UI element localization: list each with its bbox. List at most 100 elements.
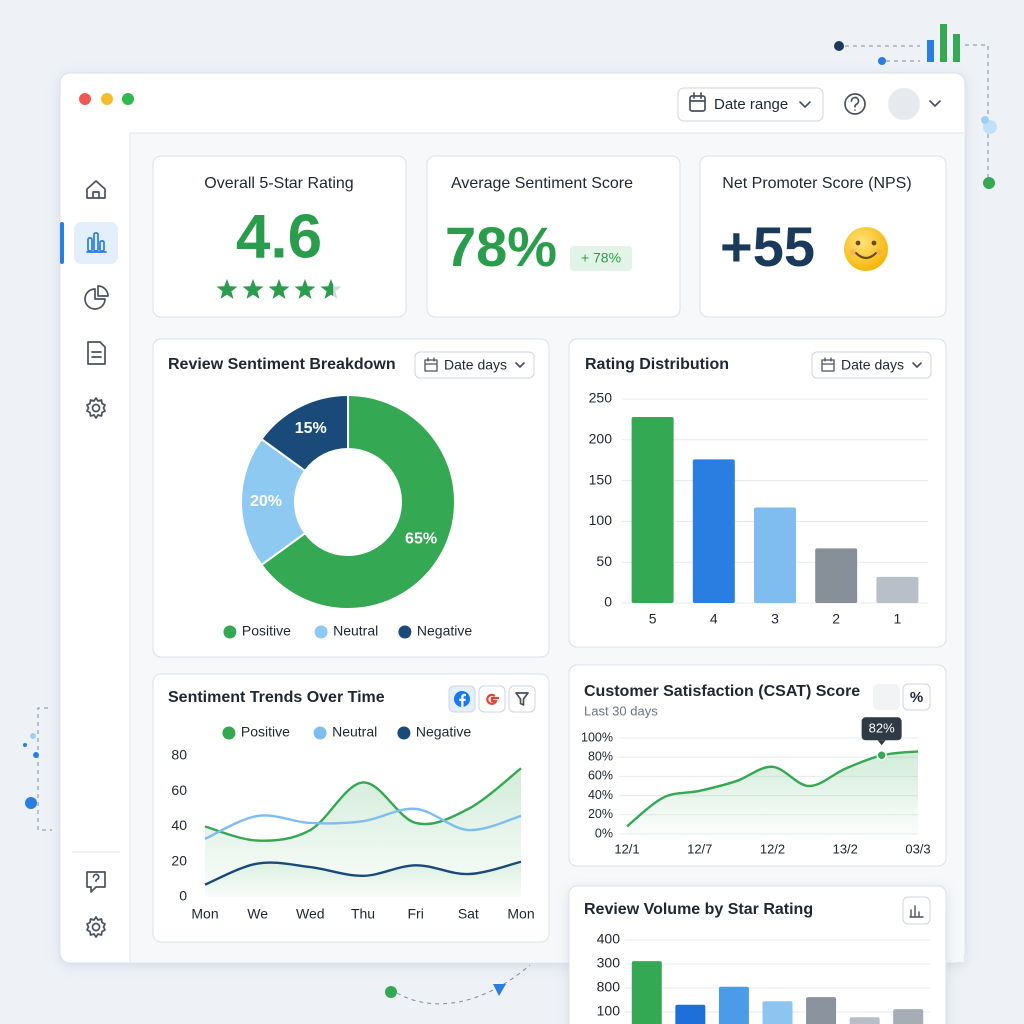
nav-documents[interactable] xyxy=(87,341,106,365)
dropdown-label: Date days xyxy=(841,357,904,373)
dropdown[interactable] xyxy=(811,351,932,379)
x-tick-label: We xyxy=(247,906,268,922)
x-tick-label: Mon xyxy=(191,906,218,922)
kpi-badge-label: + 78% xyxy=(581,250,621,266)
kpi-value: 4.6 xyxy=(236,202,322,271)
x-tick-label: Thu xyxy=(351,906,375,922)
donut-slice xyxy=(260,393,349,473)
x-tick-label: 13/2 xyxy=(833,841,858,856)
kpi-title: Overall 5-Star Rating xyxy=(204,175,353,192)
legend-swatch xyxy=(222,726,236,740)
nps-emoji xyxy=(844,227,888,271)
csat-line xyxy=(626,750,919,828)
x-tick-label: 12/7 xyxy=(687,841,712,856)
tooltip-label: 82% xyxy=(869,721,895,736)
y-tick-label: 100 xyxy=(597,1003,621,1019)
window-close[interactable] xyxy=(79,93,91,105)
legend-swatch xyxy=(398,625,412,639)
bar xyxy=(806,997,837,1024)
kpi-title: Net Promoter Score (NPS) xyxy=(722,175,911,192)
x-tick-label: 2 xyxy=(832,611,840,627)
x-tick-label: 5 xyxy=(649,611,657,627)
x-tick-label: 1 xyxy=(894,611,902,627)
x-tick-label: Wed xyxy=(296,906,325,922)
highlight-point xyxy=(876,750,887,761)
y-tick-label: 0 xyxy=(604,594,612,610)
toggle-blank[interactable] xyxy=(873,684,900,710)
y-tick-label: 800 xyxy=(597,979,621,995)
toggle-percent-label: % xyxy=(910,689,923,706)
sidebar xyxy=(60,180,120,938)
slice-label: 65% xyxy=(405,530,437,547)
bar xyxy=(849,1017,880,1024)
kpi-title: Average Sentiment Score xyxy=(451,175,633,192)
y-tick-label: 80% xyxy=(588,749,613,763)
nav-analytics[interactable] xyxy=(86,232,107,253)
card xyxy=(152,155,407,318)
x-tick-label: Sat xyxy=(458,906,479,922)
chart-type-button[interactable] xyxy=(902,896,931,925)
bar xyxy=(692,459,735,603)
window-zoom[interactable] xyxy=(122,93,134,105)
chart-title: Customer Satisfaction (CSAT) Score xyxy=(584,683,860,700)
chart-title: Review Volume by Star Rating xyxy=(584,901,813,918)
card xyxy=(699,155,947,318)
window-minimize[interactable] xyxy=(101,93,113,105)
y-tick-label: 100 xyxy=(589,512,613,528)
bar xyxy=(675,1004,706,1024)
bar xyxy=(631,961,662,1024)
y-tick-label: 50 xyxy=(596,553,612,569)
x-tick-label: Fri xyxy=(408,906,424,922)
y-tick-label: 40 xyxy=(171,817,187,833)
dropdown-chevron xyxy=(515,362,525,368)
google-icon xyxy=(486,693,499,705)
chart-title: Rating Distribution xyxy=(585,356,729,373)
legend-swatch xyxy=(397,726,411,740)
card xyxy=(152,338,550,658)
y-tick-label: 200 xyxy=(589,431,613,447)
card xyxy=(426,155,681,318)
nav-settings[interactable] xyxy=(86,397,106,419)
y-tick-label: 250 xyxy=(589,390,613,406)
legend-swatch xyxy=(313,726,327,740)
y-tick-label: 0 xyxy=(179,888,187,904)
chart-type-icon xyxy=(909,905,924,918)
star xyxy=(216,279,238,299)
kpi-value: 78% xyxy=(445,215,557,278)
date-range-button[interactable]: Date range xyxy=(677,87,824,122)
user-menu[interactable] xyxy=(888,88,941,120)
x-tick-label: 12/1 xyxy=(614,841,639,856)
y-tick-label: 0% xyxy=(595,826,613,840)
legend-label: Positive xyxy=(241,724,290,740)
kpi-badge xyxy=(570,246,632,271)
bar xyxy=(815,548,858,603)
dropdown-chevron xyxy=(912,362,922,368)
nav-reports[interactable] xyxy=(84,285,109,310)
tooltip xyxy=(861,717,902,741)
bar xyxy=(893,1009,924,1024)
toggle-percent[interactable] xyxy=(902,683,931,711)
decorations xyxy=(23,24,997,1005)
legend-label: Negative xyxy=(416,724,471,740)
legend-swatch xyxy=(223,625,237,639)
y-tick-label: 100% xyxy=(581,730,613,744)
star xyxy=(294,279,316,299)
nav-help[interactable] xyxy=(86,871,106,893)
dropdown-label: Date days xyxy=(444,357,507,373)
legend-label: Positive xyxy=(242,623,291,639)
legend-swatch xyxy=(314,625,328,639)
help-button[interactable] xyxy=(844,93,866,115)
bar xyxy=(762,1001,793,1024)
y-tick-label: 40% xyxy=(588,788,613,802)
nav-home[interactable] xyxy=(86,180,106,199)
legend-label: Neutral xyxy=(333,623,378,639)
y-tick-label: 400 xyxy=(597,931,621,947)
source-filter[interactable] xyxy=(508,685,536,713)
nav-preferences[interactable] xyxy=(86,916,106,938)
y-tick-label: 80 xyxy=(171,747,187,763)
x-tick-label: 03/3 xyxy=(905,841,930,856)
bar xyxy=(754,507,796,603)
series-line xyxy=(204,807,522,840)
dropdown[interactable] xyxy=(414,351,535,379)
